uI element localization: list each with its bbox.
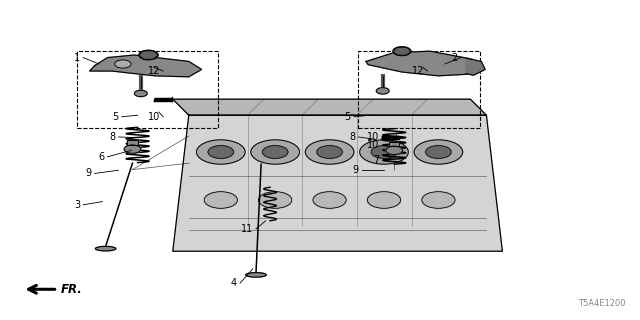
Polygon shape <box>173 99 486 115</box>
Text: 1: 1 <box>74 52 80 63</box>
Polygon shape <box>466 58 485 75</box>
Bar <box>389 142 399 146</box>
Circle shape <box>204 192 237 208</box>
Circle shape <box>376 88 389 94</box>
Circle shape <box>115 60 131 68</box>
Text: 4: 4 <box>230 278 237 288</box>
Text: T5A4E1200: T5A4E1200 <box>579 299 626 308</box>
Polygon shape <box>90 55 202 77</box>
Bar <box>127 140 138 145</box>
Text: 8: 8 <box>109 132 115 142</box>
Polygon shape <box>173 115 502 251</box>
Circle shape <box>371 146 397 158</box>
Text: 7: 7 <box>373 155 380 165</box>
Circle shape <box>124 145 141 153</box>
Circle shape <box>422 192 455 208</box>
Circle shape <box>262 146 288 158</box>
Circle shape <box>305 140 354 164</box>
Bar <box>77 51 218 128</box>
Text: 10: 10 <box>367 132 380 142</box>
Bar <box>389 142 399 146</box>
Circle shape <box>386 146 403 155</box>
Ellipse shape <box>95 246 116 251</box>
Circle shape <box>426 146 451 158</box>
Bar <box>127 140 138 145</box>
Ellipse shape <box>246 273 266 277</box>
Text: 10: 10 <box>367 140 380 150</box>
Circle shape <box>313 192 346 208</box>
Circle shape <box>208 146 234 158</box>
Circle shape <box>196 140 245 164</box>
Text: 10: 10 <box>148 112 160 122</box>
Text: 12: 12 <box>412 66 424 76</box>
Text: FR.: FR. <box>61 283 83 296</box>
Text: 3: 3 <box>74 200 80 210</box>
Circle shape <box>134 90 147 97</box>
Circle shape <box>139 50 158 60</box>
Circle shape <box>367 192 401 208</box>
Text: 12: 12 <box>148 66 160 76</box>
Circle shape <box>360 140 408 164</box>
Circle shape <box>251 140 300 164</box>
Polygon shape <box>366 51 479 76</box>
Text: 5: 5 <box>112 112 118 122</box>
Circle shape <box>317 146 342 158</box>
Circle shape <box>259 192 292 208</box>
Text: 6: 6 <box>98 152 104 162</box>
Circle shape <box>393 47 411 56</box>
Text: 9: 9 <box>352 165 358 175</box>
Text: 5: 5 <box>344 112 351 122</box>
Text: 9: 9 <box>85 168 92 179</box>
Text: 2: 2 <box>451 52 458 63</box>
Text: 8: 8 <box>349 132 355 142</box>
Circle shape <box>414 140 463 164</box>
Bar <box>358 51 480 128</box>
Text: 11: 11 <box>241 224 253 234</box>
